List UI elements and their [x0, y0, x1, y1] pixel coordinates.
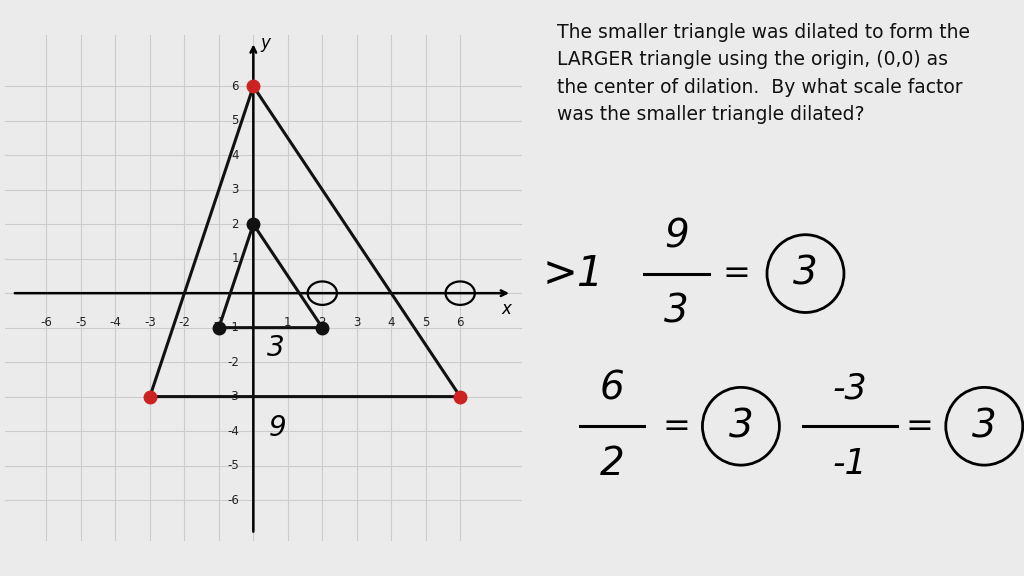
Text: 6: 6 — [599, 370, 625, 408]
Text: 1: 1 — [231, 252, 239, 265]
Text: 2: 2 — [318, 316, 326, 328]
Text: The smaller triangle was dilated to form the
LARGER triangle using the origin, (: The smaller triangle was dilated to form… — [557, 23, 970, 124]
Text: -5: -5 — [227, 459, 239, 472]
Text: 3: 3 — [972, 407, 996, 445]
Text: =: = — [906, 410, 934, 443]
Text: 3: 3 — [353, 316, 360, 328]
Text: -2: -2 — [178, 316, 190, 328]
Text: -1: -1 — [833, 446, 867, 481]
Text: 2: 2 — [599, 445, 625, 483]
Text: 3: 3 — [728, 407, 754, 445]
Text: -4: -4 — [227, 425, 239, 438]
Text: 4: 4 — [231, 149, 239, 162]
Text: 4: 4 — [387, 316, 395, 328]
Text: 3: 3 — [231, 183, 239, 196]
Text: -1: -1 — [213, 316, 225, 328]
Text: -6: -6 — [41, 316, 52, 328]
Text: -6: -6 — [227, 494, 239, 506]
Text: -3: -3 — [144, 316, 156, 328]
Text: -3: -3 — [833, 372, 867, 406]
Text: 3: 3 — [267, 334, 285, 362]
Text: y: y — [260, 35, 270, 52]
Text: 9: 9 — [268, 414, 287, 442]
Text: 2: 2 — [231, 218, 239, 231]
Text: 3: 3 — [664, 292, 689, 330]
Text: -1: -1 — [227, 321, 239, 334]
Text: -5: -5 — [75, 316, 87, 328]
Text: -4: -4 — [110, 316, 122, 328]
Text: -2: -2 — [227, 355, 239, 369]
Text: >1: >1 — [543, 253, 603, 294]
Text: 6: 6 — [457, 316, 464, 328]
Text: x: x — [502, 300, 512, 318]
Text: =: = — [722, 257, 750, 290]
Text: -3: -3 — [227, 390, 239, 403]
Text: 1: 1 — [284, 316, 292, 328]
Text: =: = — [663, 410, 690, 443]
Text: 5: 5 — [422, 316, 429, 328]
Text: 6: 6 — [231, 80, 239, 93]
Text: 5: 5 — [231, 114, 239, 127]
Text: 9: 9 — [664, 217, 689, 255]
Text: 3: 3 — [794, 255, 818, 293]
